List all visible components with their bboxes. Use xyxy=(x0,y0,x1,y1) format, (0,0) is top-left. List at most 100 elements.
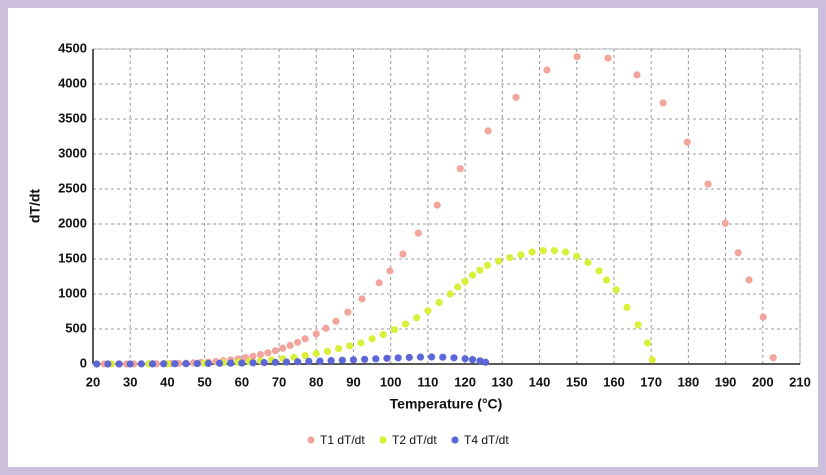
point xyxy=(659,99,667,107)
x-axis-title: Temperature (°C) xyxy=(390,396,503,412)
x-tick-label: 150 xyxy=(566,374,588,389)
point xyxy=(413,314,421,322)
legend-marker xyxy=(379,436,387,444)
point xyxy=(271,347,279,355)
y-tick-label: 0 xyxy=(80,355,87,370)
point xyxy=(238,359,246,367)
point xyxy=(446,290,454,298)
point xyxy=(204,359,212,368)
x-tick-label: 30 xyxy=(123,374,137,389)
point xyxy=(734,249,742,257)
y-tick-label: 3000 xyxy=(58,145,87,160)
point xyxy=(573,252,581,260)
point xyxy=(401,320,410,328)
point xyxy=(332,317,340,325)
point xyxy=(759,313,767,321)
point xyxy=(528,248,536,256)
legend-label: T4 dT/dt xyxy=(464,433,509,447)
legend-marker xyxy=(307,436,315,444)
point xyxy=(643,339,652,347)
x-tick-label: 20 xyxy=(86,374,100,389)
point xyxy=(494,257,503,265)
point xyxy=(264,349,272,357)
point xyxy=(256,350,265,359)
point xyxy=(561,248,570,256)
point xyxy=(414,229,422,237)
point xyxy=(468,356,477,364)
x-tick-label: 50 xyxy=(197,374,211,389)
point xyxy=(160,360,168,368)
point xyxy=(634,321,642,329)
point xyxy=(271,358,279,366)
point xyxy=(249,359,257,367)
point xyxy=(399,250,407,258)
y-tick-label: 4500 xyxy=(58,40,87,55)
point xyxy=(433,201,441,209)
point xyxy=(312,349,320,358)
point xyxy=(461,277,469,285)
y-axis-title: dT/dt xyxy=(27,189,43,224)
point xyxy=(769,354,777,362)
point xyxy=(648,356,656,364)
point xyxy=(439,353,447,361)
point xyxy=(573,53,581,61)
point xyxy=(171,360,179,368)
point xyxy=(383,354,391,362)
point xyxy=(368,335,376,343)
point xyxy=(456,165,464,173)
y-tick-label: 2500 xyxy=(58,180,87,195)
x-tick-label: 70 xyxy=(272,374,286,389)
y-tick-label: 4000 xyxy=(58,75,87,90)
point xyxy=(595,267,603,275)
y-tick-label: 500 xyxy=(65,320,87,335)
point xyxy=(249,352,257,360)
point xyxy=(512,93,520,101)
x-tick-label: 210 xyxy=(789,374,811,389)
x-tick-label: 200 xyxy=(752,374,774,389)
point xyxy=(305,357,313,366)
point xyxy=(704,180,712,188)
legend-label: T2 dT/dt xyxy=(392,433,437,447)
point xyxy=(517,251,525,259)
point xyxy=(104,360,112,368)
point xyxy=(623,303,631,311)
point xyxy=(539,247,547,255)
point xyxy=(182,360,190,368)
point xyxy=(346,342,354,350)
point xyxy=(338,356,346,364)
point xyxy=(745,276,753,284)
point xyxy=(349,356,358,364)
y-tick-label: 2000 xyxy=(58,215,87,230)
point xyxy=(126,360,134,368)
point xyxy=(294,338,302,346)
point xyxy=(358,295,366,303)
point xyxy=(602,276,611,284)
point xyxy=(416,353,425,361)
plot-area xyxy=(92,48,801,365)
point xyxy=(372,355,380,363)
point xyxy=(484,127,492,135)
point xyxy=(483,261,492,269)
point xyxy=(476,357,484,365)
point xyxy=(282,358,291,366)
point xyxy=(506,254,514,262)
x-tick-label: 100 xyxy=(380,374,402,389)
point xyxy=(721,219,729,227)
legend-label: T1 dT/dt xyxy=(320,433,365,447)
x-tick-label: 180 xyxy=(678,374,700,389)
y-tick-label: 1500 xyxy=(58,250,87,265)
point xyxy=(543,66,551,74)
point xyxy=(323,347,332,355)
point xyxy=(93,360,101,368)
point xyxy=(683,138,691,146)
y-tick-label: 1000 xyxy=(58,285,87,300)
point xyxy=(115,360,123,368)
point xyxy=(312,330,320,338)
point xyxy=(334,345,343,353)
point xyxy=(390,326,399,334)
point xyxy=(424,307,432,315)
x-tick-label: 120 xyxy=(454,374,476,389)
point xyxy=(260,359,268,367)
point xyxy=(375,279,383,287)
x-tick-label: 160 xyxy=(603,374,625,389)
